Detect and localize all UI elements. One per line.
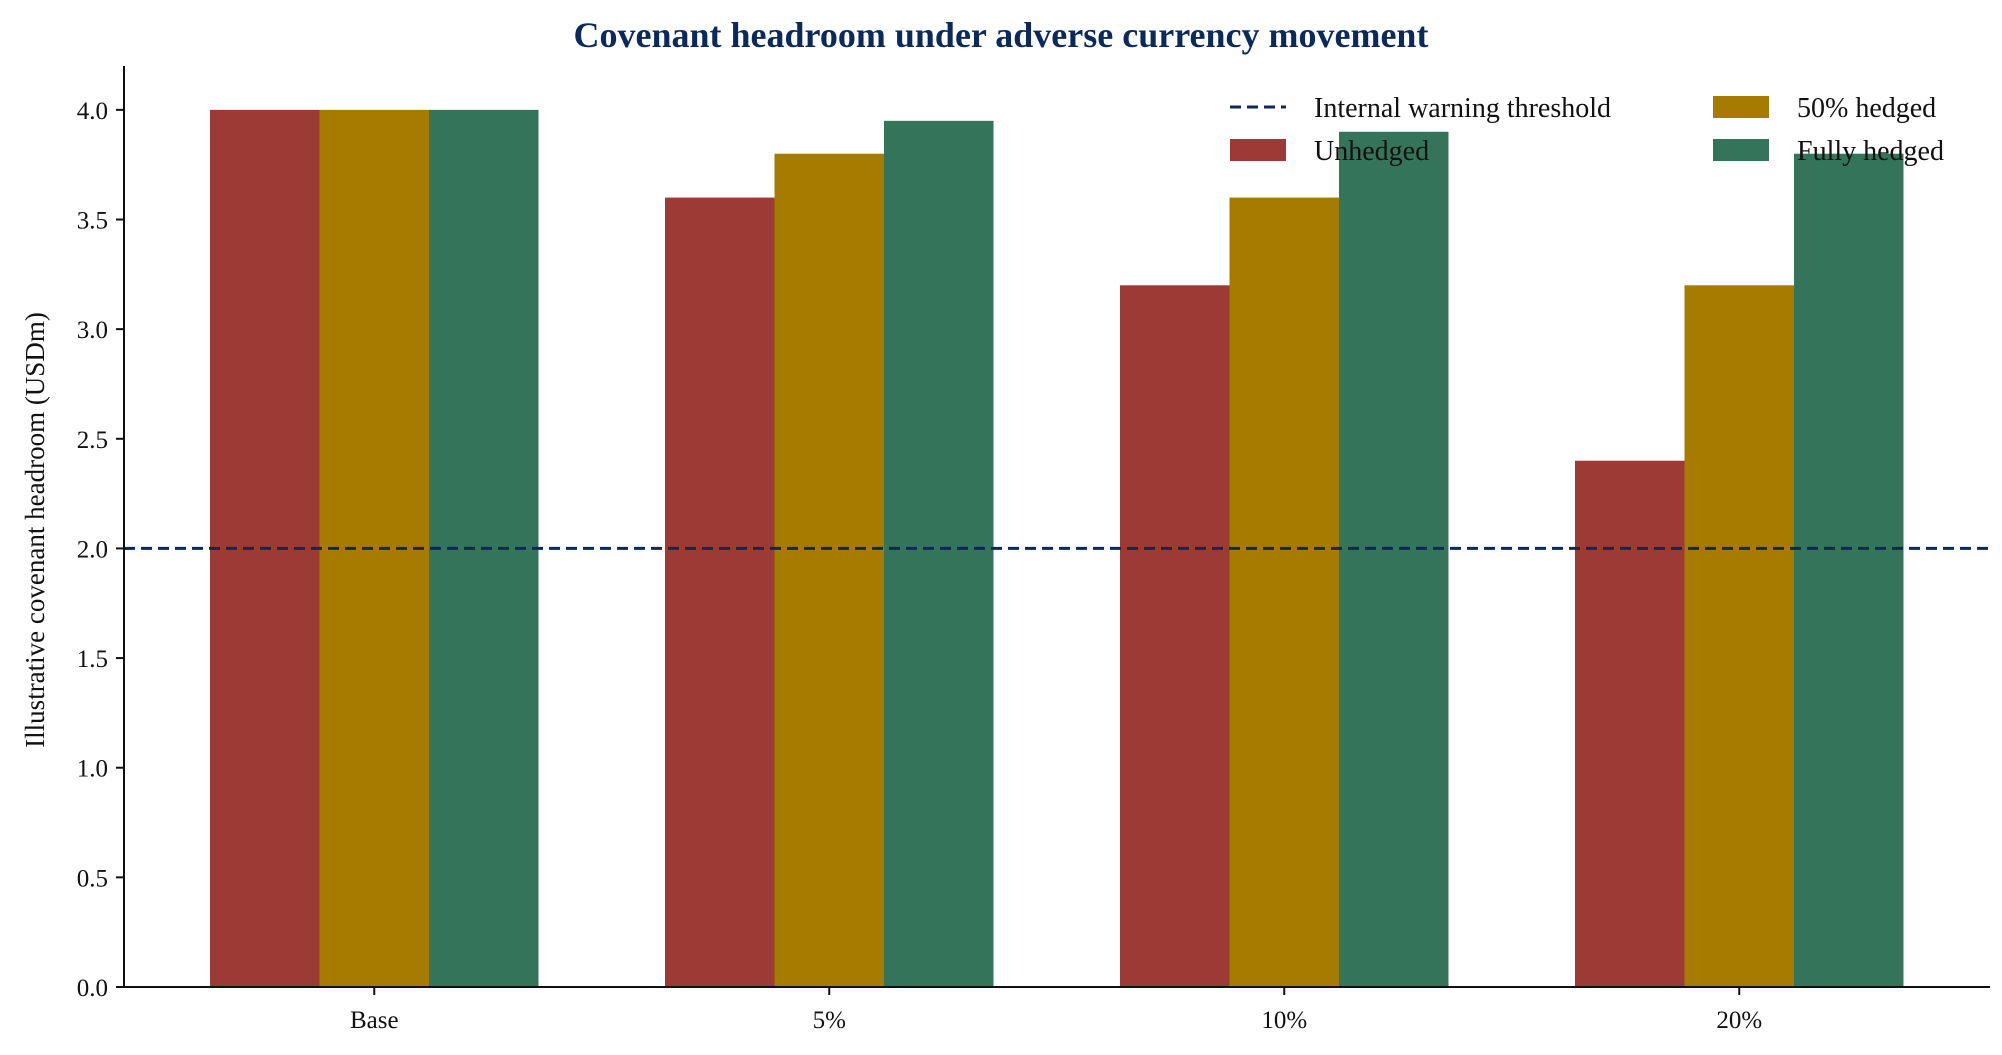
legend-50-hedged: 50% hedged [1713,93,1936,124]
y-tick-label: 1.5 [77,646,108,673]
bar-fully-hedged-10 [1339,131,1449,988]
y-tick-label: 3.5 [77,208,108,235]
bar-unhedged-5 [665,197,775,988]
x-tick-label: 10% [1261,1007,1307,1034]
legend: Internal warning threshold Unhedged 50% he… [1230,93,1944,167]
bar-50-hedged-10 [1229,197,1339,988]
bar-fully-hedged-20 [1794,153,1904,987]
chart-title: Covenant headroom under adverse currency… [574,15,1429,55]
y-tick-label: 0.5 [77,865,108,892]
x-tick-label: Base [350,1007,399,1034]
y-tick-label: 2.0 [77,536,108,563]
legend-threshold: Internal warning threshold [1230,93,1611,124]
legend-unhedged: Unhedged [1230,136,1429,167]
legend-label: Internal warning threshold [1314,93,1611,124]
legend-label: 50% hedged [1797,93,1936,124]
x-tick-label: 5% [813,1007,846,1034]
y-tick-label: 2.5 [77,427,108,454]
legend-color-swatch [1230,139,1286,161]
bar-unhedged-20 [1575,460,1685,987]
bar-50-hedged-5 [774,153,884,987]
bar-unhedged-10 [1120,285,1230,987]
bar-fully-hedged-5 [884,120,994,988]
legend-color-swatch [1713,96,1769,118]
plot-area: 0.0 0.5 1.0 1.5 2.0 2.5 3.0 3.5 4.0 Base 5% 10% 20% [77,66,1990,1034]
y-tick-label: 3.0 [77,317,108,344]
y-tick-label: 1.0 [77,756,108,783]
y-tick-label: 0.0 [77,975,108,1002]
x-tick-label: 20% [1716,1007,1762,1034]
y-axis-label: Illustrative covenant headroom (USDm) [20,312,50,748]
y-tick-label: 4.0 [77,98,108,125]
legend-label: Fully hedged [1797,136,1944,167]
bar-50-hedged-20 [1684,285,1794,987]
legend-color-swatch [1713,139,1769,161]
legend-fully-hedged: Fully hedged [1713,136,1944,167]
legend-label: Unhedged [1314,136,1429,167]
